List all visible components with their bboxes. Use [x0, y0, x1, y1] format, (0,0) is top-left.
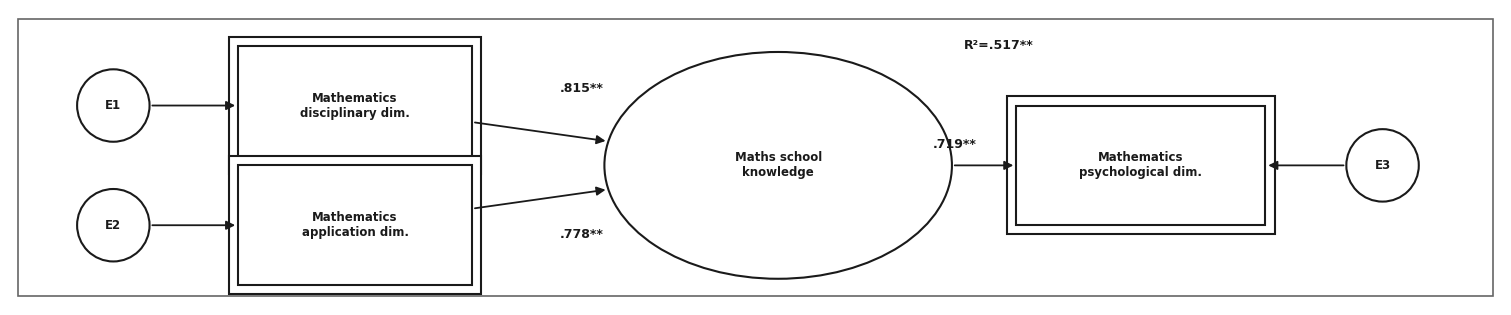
FancyBboxPatch shape [228, 156, 480, 294]
FancyBboxPatch shape [1006, 96, 1275, 234]
Ellipse shape [1346, 129, 1419, 202]
Text: R²=.517**: R²=.517** [964, 39, 1034, 52]
Text: Mathematics
application dim.: Mathematics application dim. [302, 211, 408, 239]
Text: Maths school
knowledge: Maths school knowledge [734, 152, 822, 179]
Text: E3: E3 [1375, 159, 1390, 172]
Ellipse shape [77, 189, 150, 261]
FancyBboxPatch shape [237, 46, 471, 165]
FancyBboxPatch shape [228, 37, 480, 175]
Text: .815**: .815** [559, 82, 604, 95]
Text: .778**: .778** [559, 228, 604, 241]
FancyBboxPatch shape [1015, 106, 1266, 225]
Ellipse shape [77, 69, 150, 142]
FancyBboxPatch shape [18, 19, 1493, 296]
Text: Mathematics
disciplinary dim.: Mathematics disciplinary dim. [301, 92, 409, 119]
FancyBboxPatch shape [237, 165, 471, 285]
Text: .719**: .719** [932, 138, 978, 152]
Text: E1: E1 [106, 99, 121, 112]
Ellipse shape [604, 52, 952, 279]
Text: E2: E2 [106, 219, 121, 232]
Text: Mathematics
psychological dim.: Mathematics psychological dim. [1079, 152, 1203, 179]
